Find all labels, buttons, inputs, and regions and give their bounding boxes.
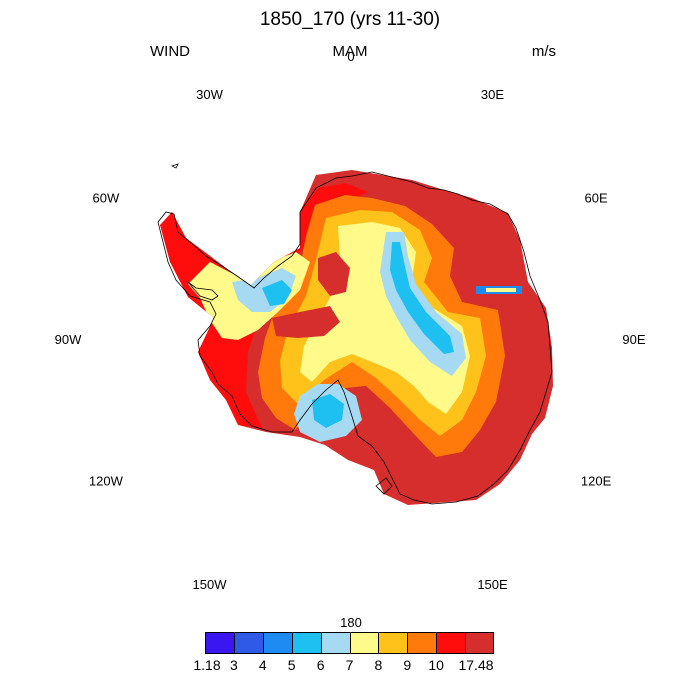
colorbar-swatch	[436, 632, 466, 654]
colorbar-swatch	[205, 632, 235, 654]
colorbar-tick-label: 10	[428, 657, 444, 673]
wind-class-4b-region	[312, 394, 344, 428]
longitude-label-120e: 120E	[581, 474, 612, 489]
colorbar-swatch	[320, 632, 350, 654]
units-label: m/s	[531, 43, 556, 60]
colorbar-swatch	[465, 632, 494, 654]
longitude-labels: 0 30E 60E 90E 120E 150E 180 150W 120W 90W 60W 30W	[55, 49, 646, 630]
colorbar-tick-label: 17.48	[458, 657, 494, 673]
colorbar-tick-label: 3	[229, 657, 238, 673]
island-outline-2	[170, 163, 179, 169]
colorbar-swatch	[378, 632, 408, 654]
longitude-label-120w: 120W	[89, 474, 124, 489]
colorbar-tick-label: 9	[403, 657, 412, 673]
colorbar-tick-label: 4	[258, 657, 267, 673]
colorbar-swatch	[407, 632, 437, 654]
colorbar-tick-label: 8	[374, 657, 383, 673]
variable-label: WIND	[150, 43, 190, 60]
colorbar-swatch	[262, 632, 293, 654]
colorbar-swatch	[233, 632, 264, 654]
longitude-label-180: 180	[340, 615, 362, 630]
coastline	[157, 163, 553, 505]
longitude-label-150e: 150E	[477, 577, 508, 592]
longitude-label-30e: 30E	[481, 87, 504, 102]
wind-class-4-region	[390, 242, 454, 354]
longitude-label-0: 0	[347, 49, 354, 64]
coastline-path	[157, 171, 553, 505]
longitude-label-150w: 150W	[193, 577, 228, 592]
colorbar-tick-label: 6	[316, 657, 325, 673]
island-outline	[187, 281, 219, 301]
longitude-label-90w: 90W	[55, 332, 82, 347]
interior-high-wind-region-2	[272, 306, 340, 338]
season-label: MAM	[332, 43, 368, 60]
wind-class-4c-region	[262, 280, 292, 306]
longitude-label-60w: 60W	[93, 191, 120, 206]
island-outline-3	[375, 477, 393, 495]
colorbar-tick-label: 7	[345, 657, 354, 673]
figure-title: 1850_170 (yrs 11-30)	[259, 9, 441, 30]
colorbar-swatch	[349, 632, 379, 654]
longitude-label-30w: 30W	[196, 87, 223, 102]
longitude-label-60e: 60E	[585, 191, 608, 206]
colorbar-swatch	[291, 632, 322, 654]
colorbar-tick-label: 5	[287, 657, 296, 673]
wind-field	[160, 170, 553, 505]
colorbar	[205, 632, 494, 654]
longitude-label-90e: 90E	[622, 332, 645, 347]
interior-high-wind-region	[318, 252, 350, 296]
coastal-strip-inner	[486, 288, 516, 292]
colorbar-tick-label: 1.18	[193, 657, 221, 673]
